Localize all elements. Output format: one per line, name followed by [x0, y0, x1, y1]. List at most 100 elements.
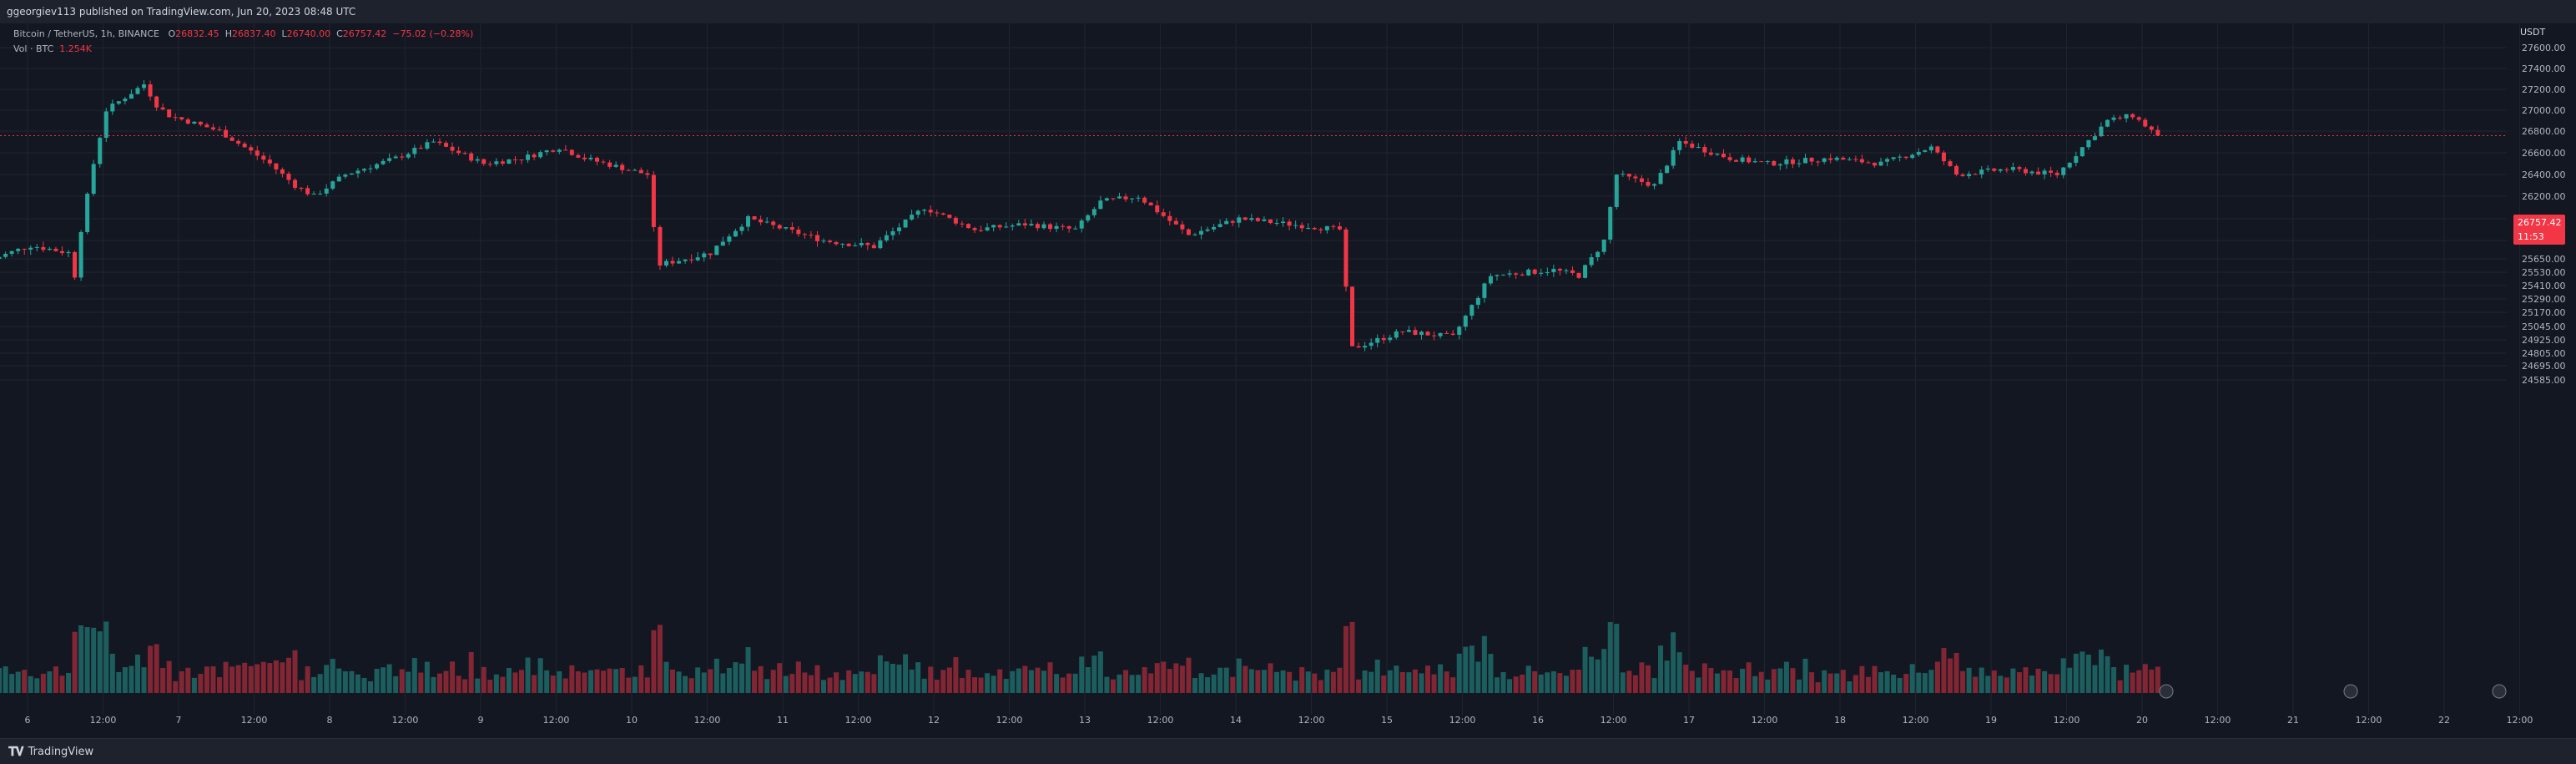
candle-body: [1721, 154, 1726, 158]
last-price-tag: 26757.42 11:53: [2513, 215, 2565, 245]
volume-bar: [1167, 669, 1172, 693]
volume-bar: [802, 672, 808, 693]
volume-value: 1.254K: [59, 43, 92, 54]
volume-bar: [305, 666, 310, 693]
candle-body: [940, 213, 945, 215]
volume-bar: [1947, 658, 1953, 693]
candle-body: [1306, 227, 1311, 229]
candle-body: [1633, 176, 1638, 179]
candle-body: [1155, 205, 1160, 213]
volume-bar: [713, 658, 719, 693]
volume-bar: [349, 670, 355, 693]
candle-body: [1381, 337, 1386, 341]
candle-body: [1237, 217, 1242, 223]
candle-body: [834, 241, 839, 245]
volume-bar: [733, 662, 739, 693]
volume-bar: [173, 681, 179, 693]
candle-body: [2054, 172, 2059, 175]
price-axis-label: 26200.00: [2522, 191, 2566, 202]
candle-body: [336, 176, 341, 182]
volume-bar: [1550, 670, 1556, 693]
volume-bar: [1217, 667, 1223, 693]
currency-label[interactable]: USDT: [2520, 27, 2546, 38]
volume-bar: [991, 675, 996, 693]
candle-body: [532, 154, 537, 158]
volume-bar: [500, 676, 506, 693]
volume-bar: [1897, 677, 1903, 693]
volume-bar: [745, 647, 751, 693]
volume-bar: [814, 665, 820, 693]
volume-bar: [1456, 653, 1462, 693]
volume-bar: [1626, 670, 1632, 693]
volume-bar: [638, 665, 644, 693]
candle-body: [638, 169, 643, 174]
volume-bar: [1714, 673, 1720, 693]
close-label: C: [336, 28, 343, 39]
candle-body: [1388, 337, 1393, 341]
tradingview-logo-icon[interactable]: 𝐓𝐕: [8, 744, 24, 759]
candle-body: [2042, 170, 2047, 175]
price-chart[interactable]: 6 12:00 7 12:00 8 12:00 9 12:00 10 12:00 11 12:00 12…: [0, 23, 2576, 738]
volume-bar: [1198, 673, 1204, 693]
volume-bar: [267, 663, 273, 693]
event-marker-icon[interactable]: [2343, 684, 2358, 699]
candle-body: [53, 248, 58, 251]
candle-body: [286, 174, 291, 180]
candle-body: [1117, 196, 1122, 199]
candle-body: [796, 230, 801, 235]
volume-bar: [1771, 669, 1777, 693]
volume-bar: [1305, 671, 1311, 693]
candle-body: [2049, 170, 2054, 173]
volume-bar: [1941, 648, 1947, 693]
candle-body: [1601, 239, 1606, 252]
candle-body: [865, 243, 870, 245]
candle-body: [1809, 158, 1814, 162]
volume-bar: [1481, 635, 1487, 693]
candle-body: [1413, 330, 1418, 335]
candle-body: [2017, 167, 2022, 169]
volume-bar: [739, 663, 744, 693]
volume-bar: [1494, 677, 1500, 693]
volume-bar: [1179, 665, 1185, 693]
candle-body: [330, 181, 335, 189]
volume-bar: [1765, 679, 1771, 693]
volume-bar: [2073, 653, 2079, 693]
candle-body: [400, 156, 405, 158]
volume-bar: [1563, 675, 1569, 693]
volume-bar: [2085, 655, 2091, 693]
candle-body: [1941, 152, 1946, 162]
volume-bar: [1701, 663, 1707, 693]
volume-bar: [1406, 672, 1412, 693]
brand-name[interactable]: TradingView: [28, 745, 94, 758]
volume-bar: [1343, 625, 1348, 693]
time-axis-label: 22: [2438, 715, 2450, 726]
symbol-label[interactable]: Bitcoin / TetherUS, 1h, BINANCE: [13, 28, 160, 39]
volume-bar: [859, 671, 865, 693]
candle-body: [2099, 126, 2104, 137]
volume-bar: [154, 644, 159, 693]
candle-body: [318, 193, 323, 195]
candle-body: [475, 159, 480, 161]
volume-bar: [550, 675, 556, 693]
volume-bar: [1488, 654, 1494, 693]
candle-body: [645, 173, 650, 175]
candle-body: [1363, 346, 1368, 348]
candle-body: [2149, 126, 2154, 130]
volume-bar: [877, 655, 883, 693]
published-text: ggeorgiev113 published on TradingView.co…: [7, 6, 356, 18]
volume-bar: [285, 657, 291, 693]
volume-bar: [1853, 675, 1858, 693]
event-marker-icon[interactable]: [2159, 684, 2174, 699]
volume-bar: [1671, 632, 1676, 693]
candle-body: [1765, 160, 1770, 162]
event-marker-icon[interactable]: [2492, 684, 2507, 699]
volume-bar: [544, 670, 550, 693]
candle-body: [601, 161, 606, 163]
volume-bar: [884, 661, 890, 693]
candle-body: [1626, 174, 1631, 177]
volume-label[interactable]: Vol · BTC: [13, 43, 54, 54]
candle-body: [444, 143, 449, 147]
candle-body: [1230, 220, 1235, 223]
candle-body: [41, 246, 46, 250]
volume-bar: [657, 625, 663, 693]
